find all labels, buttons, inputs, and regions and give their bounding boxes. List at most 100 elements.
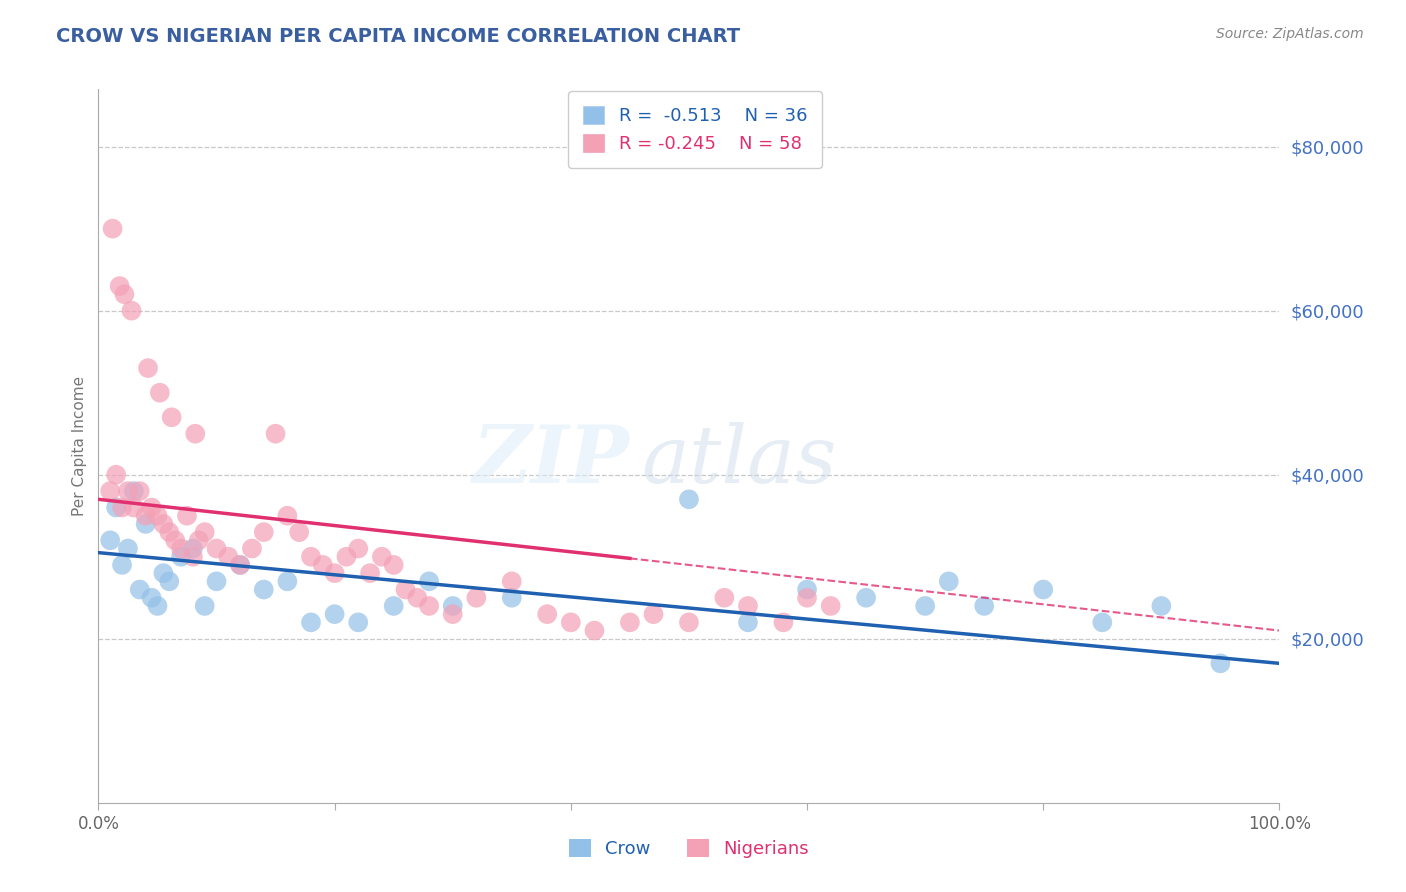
Point <box>117 484 139 499</box>
Point <box>914 599 936 613</box>
Point <box>643 607 665 622</box>
Point <box>181 549 204 564</box>
Point <box>205 541 228 556</box>
Point <box>111 500 134 515</box>
Point <box>98 533 121 548</box>
Point <box>323 607 346 622</box>
Point <box>176 508 198 523</box>
Point <box>229 558 252 572</box>
Point <box>382 558 405 572</box>
Point <box>240 541 263 556</box>
Point <box>737 599 759 613</box>
Point <box>347 615 370 630</box>
Point <box>160 410 183 425</box>
Point <box>181 541 204 556</box>
Point <box>335 549 357 564</box>
Point <box>288 525 311 540</box>
Legend: Crow, Nigerians: Crow, Nigerians <box>562 831 815 865</box>
Point <box>141 500 163 515</box>
Point <box>418 599 440 613</box>
Point <box>371 549 394 564</box>
Point <box>128 582 150 597</box>
Point <box>772 615 794 630</box>
Point <box>121 303 143 318</box>
Point <box>128 484 150 499</box>
Point <box>152 516 174 531</box>
Y-axis label: Per Capita Income: Per Capita Income <box>72 376 87 516</box>
Point <box>1032 582 1054 597</box>
Text: atlas: atlas <box>641 422 837 499</box>
Point <box>184 426 207 441</box>
Point <box>323 566 346 581</box>
Point <box>382 599 405 613</box>
Point <box>112 287 135 301</box>
Point <box>98 484 121 499</box>
Point <box>737 615 759 630</box>
Point <box>146 508 169 523</box>
Point <box>135 508 157 523</box>
Point <box>501 574 523 589</box>
Point <box>136 361 159 376</box>
Point <box>560 615 582 630</box>
Point <box>253 525 276 540</box>
Point <box>1091 615 1114 630</box>
Point <box>194 525 217 540</box>
Point <box>678 615 700 630</box>
Point <box>1150 599 1173 613</box>
Point <box>441 607 464 622</box>
Point <box>111 558 134 572</box>
Point <box>394 582 416 597</box>
Point <box>157 574 180 589</box>
Point <box>678 492 700 507</box>
Point <box>105 500 128 515</box>
Point <box>253 582 276 597</box>
Point <box>619 615 641 630</box>
Point <box>217 549 239 564</box>
Point <box>973 599 995 613</box>
Point <box>299 549 322 564</box>
Point <box>276 574 298 589</box>
Text: Source: ZipAtlas.com: Source: ZipAtlas.com <box>1216 27 1364 41</box>
Point <box>141 591 163 605</box>
Point <box>229 558 252 572</box>
Point <box>501 591 523 605</box>
Point <box>299 615 322 630</box>
Point <box>796 591 818 605</box>
Point <box>796 582 818 597</box>
Point <box>713 591 735 605</box>
Point <box>122 484 145 499</box>
Point <box>152 566 174 581</box>
Point <box>187 533 209 548</box>
Point <box>149 385 172 400</box>
Point <box>938 574 960 589</box>
Point <box>105 467 128 482</box>
Point <box>406 591 429 605</box>
Point <box>441 599 464 613</box>
Point <box>135 516 157 531</box>
Point <box>194 599 217 613</box>
Text: CROW VS NIGERIAN PER CAPITA INCOME CORRELATION CHART: CROW VS NIGERIAN PER CAPITA INCOME CORRE… <box>56 27 741 45</box>
Point <box>465 591 488 605</box>
Point <box>146 599 169 613</box>
Point <box>170 549 193 564</box>
Point <box>122 500 145 515</box>
Point <box>1209 657 1232 671</box>
Point <box>583 624 606 638</box>
Point <box>312 558 335 572</box>
Point <box>359 566 381 581</box>
Point <box>108 279 131 293</box>
Point <box>117 541 139 556</box>
Point <box>264 426 287 441</box>
Point <box>855 591 877 605</box>
Point <box>170 541 193 556</box>
Point <box>418 574 440 589</box>
Point <box>205 574 228 589</box>
Point <box>536 607 558 622</box>
Text: ZIP: ZIP <box>472 422 630 499</box>
Point <box>101 221 124 235</box>
Point <box>276 508 298 523</box>
Point <box>820 599 842 613</box>
Point <box>347 541 370 556</box>
Point <box>165 533 187 548</box>
Point <box>157 525 180 540</box>
